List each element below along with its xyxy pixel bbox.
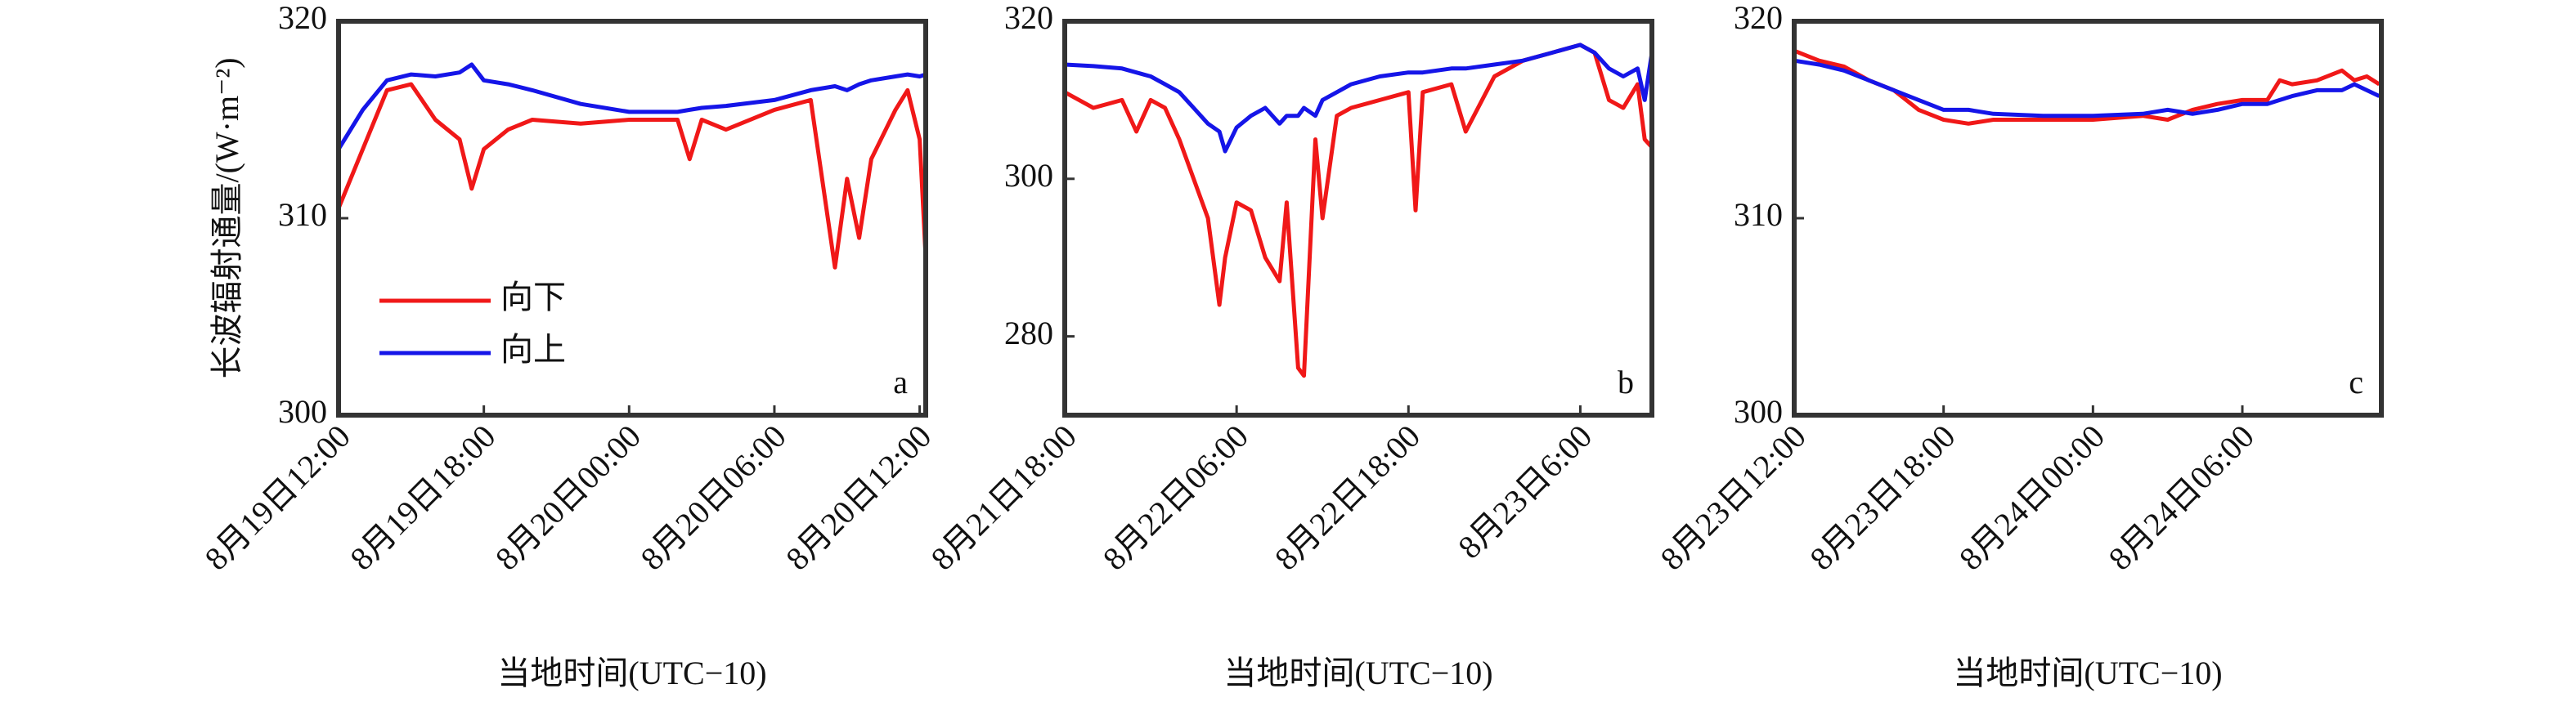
y-tick-label: 320 (278, 0, 327, 36)
data-line (1793, 58, 2381, 118)
data-line (336, 82, 928, 270)
data-line (1064, 42, 1654, 154)
x-tick-label: 8月20日12:00 (779, 418, 938, 577)
y-tick-label: 310 (278, 196, 327, 233)
plot-frame (336, 19, 928, 418)
x-tick-label: 8月23日12:00 (1654, 418, 1813, 577)
x-tick-label: 8月20日00:00 (488, 418, 648, 577)
x-axis-title: 当地时间(UTC−10) (1953, 655, 2222, 691)
panel-label: b (1618, 364, 1634, 400)
plot-frame (1792, 19, 2384, 418)
x-axis-title: 当地时间(UTC−10) (1223, 655, 1492, 691)
legend-label: 向下 (500, 279, 566, 315)
y-tick-label: 300 (1734, 393, 1783, 430)
y-tick-label: 300 (278, 393, 327, 430)
data-line (336, 62, 927, 150)
plot-frame (1062, 19, 1654, 418)
x-tick-label: 8月23日18:00 (1802, 418, 1962, 577)
panel-label: c (2349, 364, 2363, 400)
x-tick-label: 8月19日18:00 (343, 418, 502, 577)
x-tick-label: 8月22日06:00 (1096, 418, 1255, 577)
x-tick-label: 8月24日06:00 (2102, 418, 2261, 577)
x-tick-label: 8月21日18:00 (924, 418, 1084, 577)
y-tick-label: 280 (1004, 315, 1053, 351)
y-axis-title: 长波辐射通量/(W·m⁻²) (209, 57, 245, 378)
y-tick-label: 320 (1734, 0, 1783, 36)
x-tick-label: 8月20日06:00 (634, 418, 793, 577)
x-tick-label: 8月23日6:00 (1451, 418, 1599, 566)
x-tick-label: 8月22日18:00 (1268, 418, 1427, 577)
y-tick-label: 320 (1004, 0, 1053, 36)
panel-label: a (893, 364, 908, 400)
y-tick-label: 300 (1004, 157, 1053, 194)
x-tick-label: 8月19日12:00 (198, 418, 357, 577)
x-axis-title: 当地时间(UTC−10) (497, 655, 766, 691)
y-tick-label: 310 (1734, 196, 1783, 233)
x-tick-label: 8月24日00:00 (1952, 418, 2112, 577)
legend-label: 向上 (500, 331, 566, 368)
data-line (1063, 42, 1654, 378)
